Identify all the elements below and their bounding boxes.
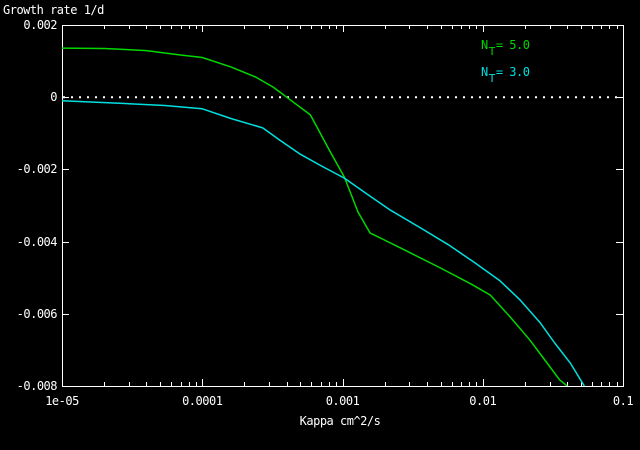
y-tick-label: -0.008 [16,379,58,393]
legend-value: = 3.0 [495,65,530,79]
y-tick-label: 0 [50,90,57,105]
x-tick-label: 1e-05 [45,394,79,408]
y-axis-title: Growth rate 1/d [3,3,104,17]
y-tick-label: -0.006 [16,306,58,321]
x-tick-label: 0.001 [325,394,360,408]
series-curve-0 [62,47,568,386]
y-tick-label: 0.002 [23,18,57,32]
y-tick-label: -0.004 [16,234,58,249]
legend-entry-1: NT= 3.0 [481,65,530,92]
legend-base: N [481,65,488,79]
x-tick-label: 0.01 [469,394,497,408]
series-curve-1 [62,100,585,386]
x-tick-label: 0.1 [612,394,634,408]
x-axis-title: Kappa cm^2/s [299,414,381,428]
legend-entry-0: NT= 5.0 [481,38,530,65]
y-tick-label: -0.002 [16,162,58,177]
x-tick-label: 0.0001 [182,394,223,408]
legend-subscript: T [488,45,496,59]
legend-subscript: T [488,72,496,86]
plot-frame [62,25,624,387]
legend: NT= 5.0 NT= 3.0 [481,38,530,92]
legend-value: = 5.0 [495,38,530,52]
legend-base: N [481,38,488,52]
